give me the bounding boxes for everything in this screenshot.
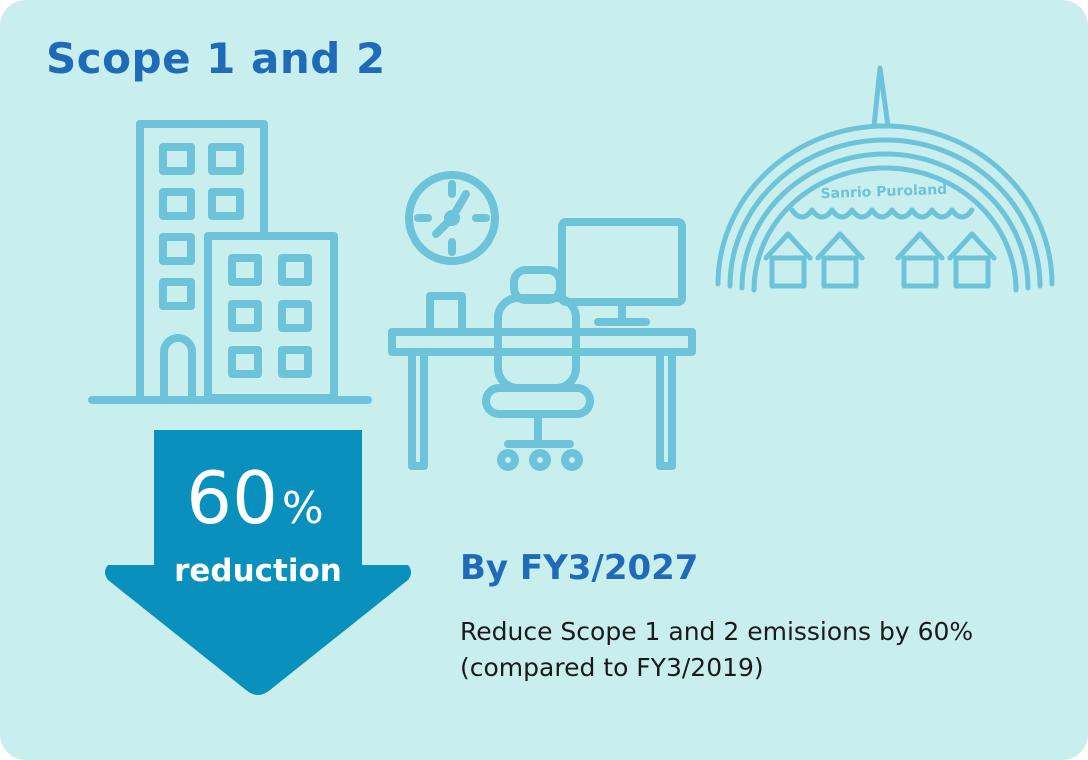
page-title: Scope 1 and 2	[46, 34, 386, 83]
theme-park-sign: Sanrio Puroland	[820, 182, 947, 202]
reduction-unit: %	[281, 483, 324, 534]
reduction-number: 60	[186, 456, 278, 540]
target-heading: By FY3/2027	[460, 548, 699, 588]
reduction-value: 60%	[150, 462, 360, 534]
target-description: Reduce Scope 1 and 2 emissions by 60% (c…	[460, 617, 974, 682]
theme-park-dome-icon: Sanrio Puroland	[715, 65, 1055, 293]
office-desk-icon	[388, 218, 696, 471]
reduction-arrow	[105, 430, 411, 695]
reduction-label: reduction	[174, 553, 342, 589]
office-buildings-icon	[88, 120, 372, 404]
wall-clock-icon	[405, 171, 499, 265]
